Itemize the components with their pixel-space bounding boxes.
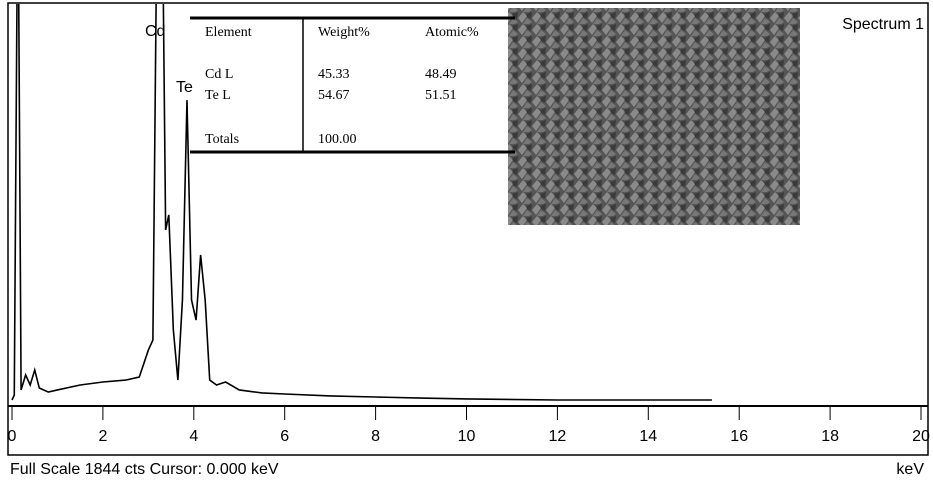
x-tick-label: 18 [821, 428, 839, 445]
sem-image [508, 8, 800, 225]
table-header: Element [205, 25, 252, 40]
x-tick-label: 12 [549, 428, 567, 445]
table-cell: 45.33 [318, 67, 350, 82]
table-cell: 54.67 [318, 88, 350, 103]
x-tick-label: 10 [458, 428, 476, 445]
table-cell: Totals [205, 132, 239, 147]
footer: Full Scale 1844 cts Cursor: 0.000 keV [10, 461, 279, 478]
chart: Cd Te Element Weight% Atomic% Cd L 45.33… [0, 0, 933, 489]
annotation: Te [176, 79, 193, 96]
x-tick-label: 0 [8, 428, 17, 445]
x-tick-label: 6 [280, 428, 289, 445]
table-header: Weight% [318, 25, 370, 40]
table-cell: 100.00 [318, 132, 357, 147]
x-tick-label: 20 [912, 428, 930, 445]
table-cell: Cd L [205, 67, 233, 82]
x-tick-label: 2 [98, 428, 107, 445]
table-cell: Te L [205, 88, 231, 103]
x-tick-label: 4 [189, 428, 198, 445]
annotation: Cd [145, 23, 165, 40]
x-tick-label: 8 [371, 428, 380, 445]
x-axis-label: keV [896, 461, 924, 478]
chart-title: Spectrum 1 [842, 16, 924, 33]
table-cell: 48.49 [425, 67, 457, 82]
table-header: Atomic% [425, 25, 479, 40]
x-tick-label: 14 [639, 428, 657, 445]
x-tick-label: 16 [730, 428, 748, 445]
table-cell: 51.51 [425, 88, 457, 103]
